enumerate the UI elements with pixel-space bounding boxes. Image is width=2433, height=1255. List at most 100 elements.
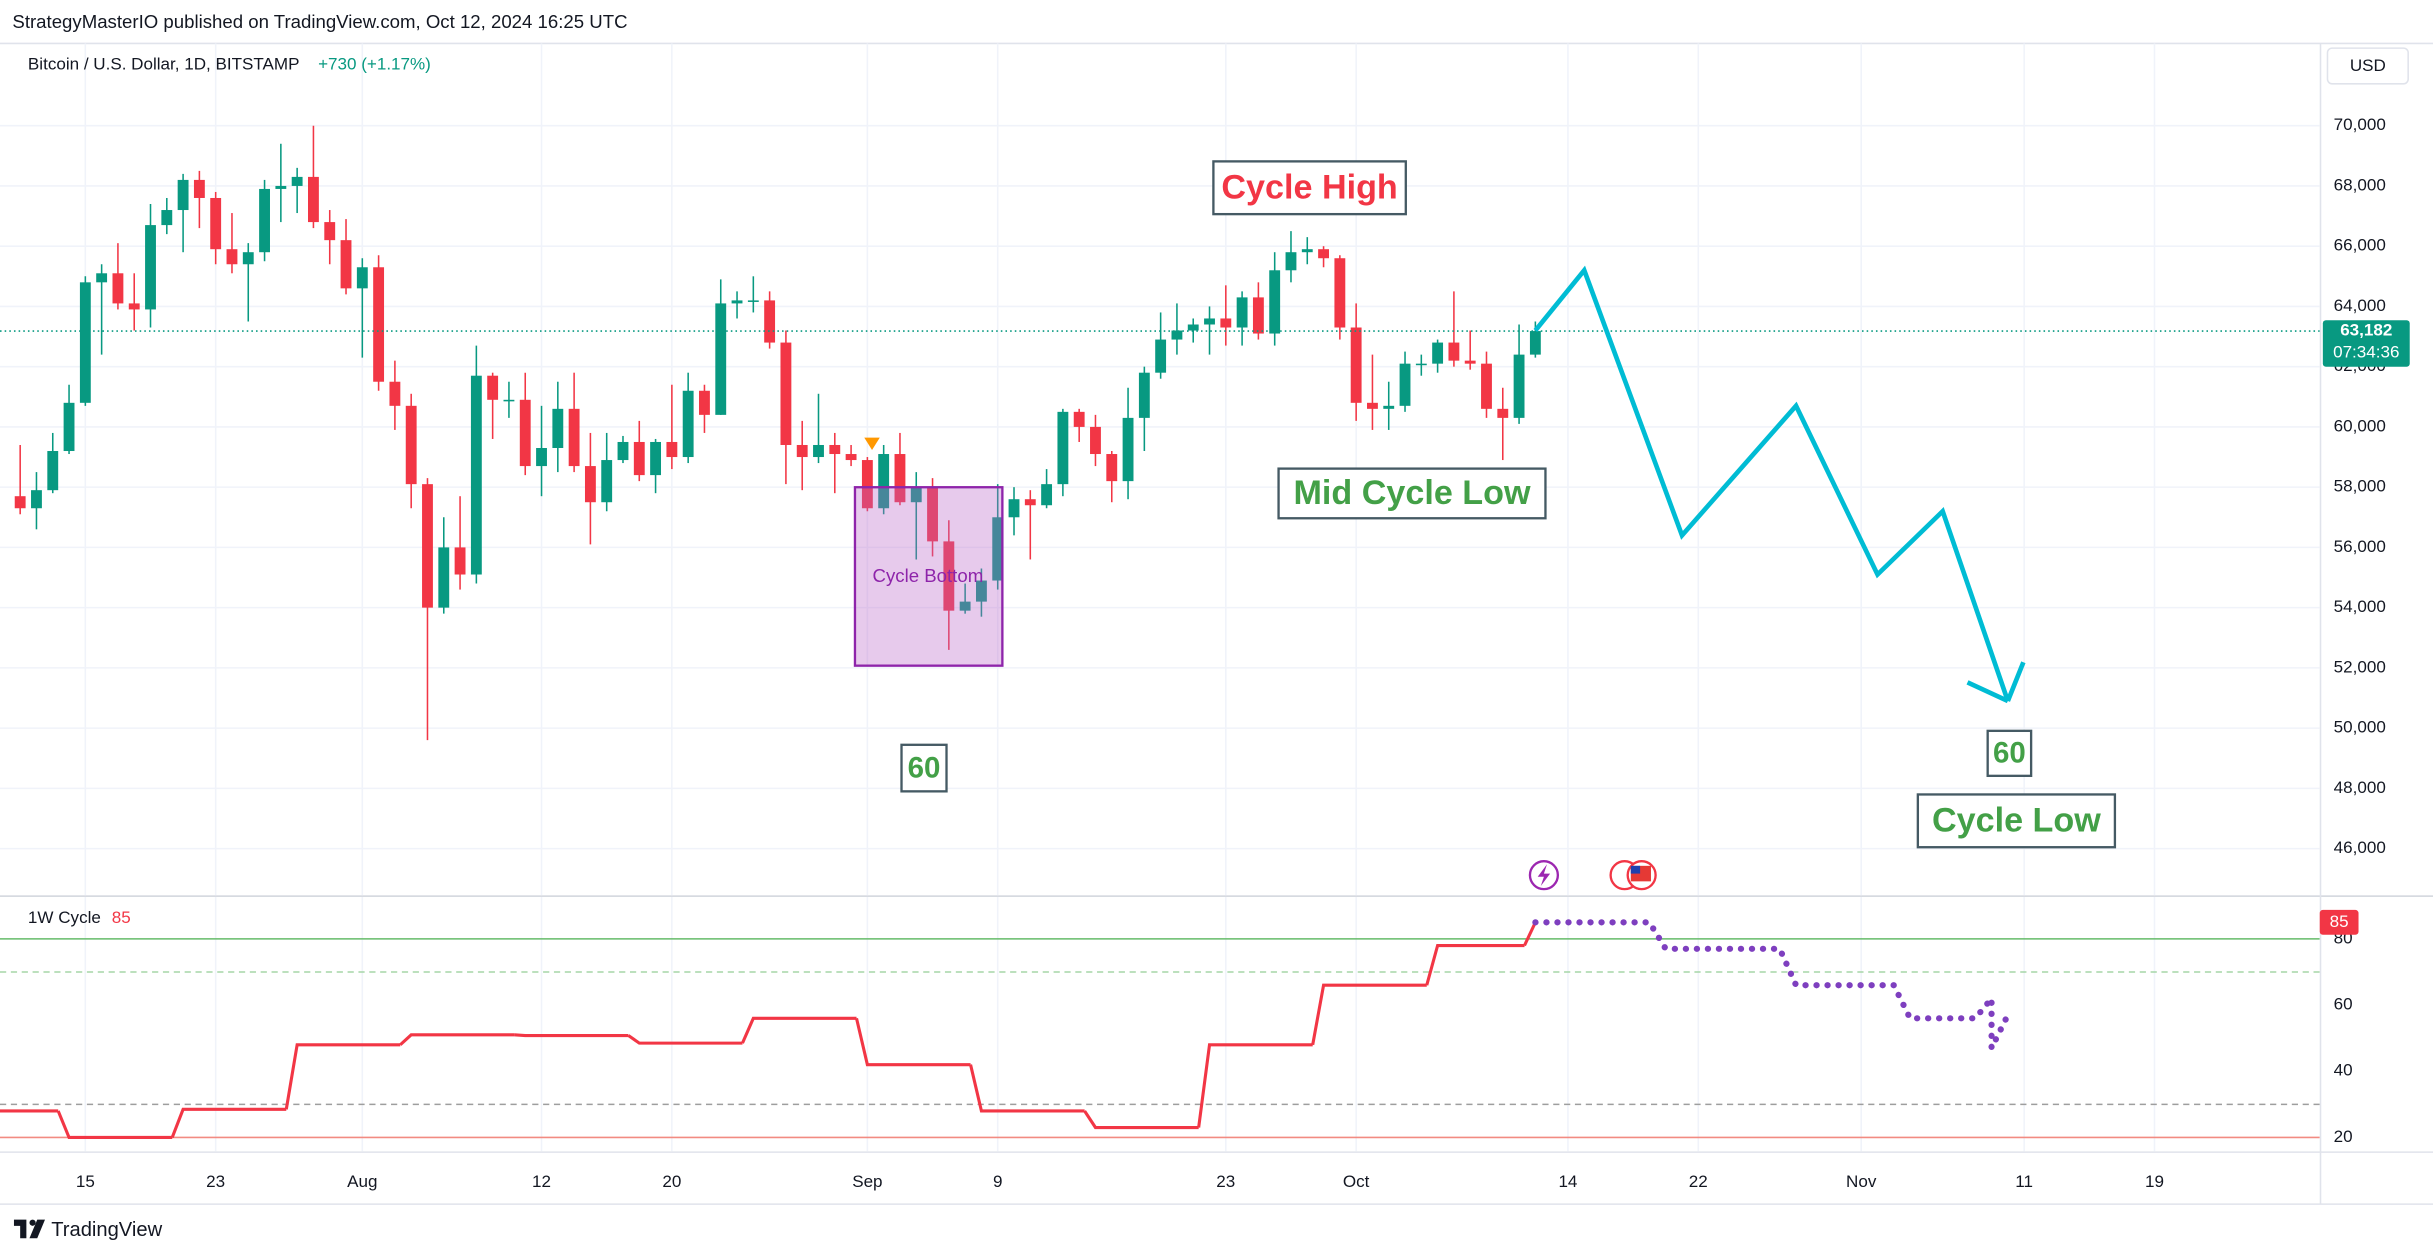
candle-body — [1318, 249, 1329, 259]
candle-body — [1106, 454, 1118, 482]
candle-body — [552, 408, 564, 448]
candle-body — [14, 496, 26, 509]
candle-body — [878, 454, 890, 509]
y-tick-label: 58,000 — [2334, 477, 2386, 496]
event-icon-glyph — [1537, 864, 1551, 887]
candle-body — [308, 176, 319, 223]
y-tick-label: 50,000 — [2334, 718, 2386, 737]
annotation-box — [900, 743, 948, 793]
candle-body — [601, 460, 613, 503]
footer-brand: TradingView — [51, 1219, 162, 1241]
candle-body — [128, 303, 140, 310]
candle-body — [487, 375, 499, 400]
candle-body — [31, 490, 42, 509]
candle-body — [145, 225, 156, 310]
price-pane — [0, 43, 2320, 896]
candle-body — [861, 460, 873, 509]
candle-body — [1024, 499, 1036, 506]
candle-body — [1204, 318, 1215, 325]
annotation-box — [1277, 467, 1547, 520]
x-tick-label: Nov — [1846, 1172, 1877, 1191]
y-tick-label: 56,000 — [2334, 537, 2386, 556]
x-tick-label: 11 — [2015, 1172, 2033, 1191]
candle-body — [1155, 339, 1167, 373]
annotation-count: 60 — [908, 751, 941, 784]
candle-body — [975, 580, 987, 602]
annotation-mid-cycle-low: Mid Cycle Low — [1294, 474, 1531, 512]
candle-body — [1432, 342, 1444, 364]
forecast-arrowhead — [1966, 661, 2026, 704]
x-tick-label: Oct — [1343, 1172, 1370, 1191]
indicator-name: 1W Cycle — [28, 908, 101, 927]
candle-body — [259, 188, 270, 253]
candle-body — [291, 176, 303, 186]
candle-body — [1008, 499, 1020, 518]
candle-body — [96, 273, 108, 283]
currency-button[interactable] — [2326, 47, 2409, 85]
candle-body — [1448, 342, 1460, 361]
candle-body — [699, 390, 710, 415]
candle-body — [438, 547, 450, 608]
x-tick-label: 12 — [532, 1172, 551, 1191]
candle-body — [731, 300, 743, 304]
candle-body — [1285, 252, 1297, 271]
candle-body — [1497, 408, 1509, 418]
candle-body — [1383, 405, 1395, 409]
candle-body — [356, 267, 368, 289]
cycle-step — [514, 1033, 629, 1038]
candle-body — [992, 517, 1004, 581]
candle-body — [1090, 426, 1101, 455]
candle-body — [1138, 372, 1150, 418]
cycle-step — [170, 1107, 287, 1139]
cycle-step — [1425, 943, 1525, 986]
annotation-cycle-high: Cycle High — [1221, 168, 1397, 206]
symbol-title: Bitcoin / U.S. Dollar, 1D, BITSTAMP — [28, 55, 300, 74]
x-tick-label: 15 — [76, 1172, 95, 1191]
candle-body — [959, 601, 971, 611]
x-tick-label: 19 — [2145, 1172, 2164, 1191]
candle-body — [1350, 327, 1362, 403]
x-tick-label: 20 — [662, 1172, 681, 1191]
candle-body — [568, 408, 580, 467]
candle-body — [910, 487, 922, 503]
candle-body — [1057, 411, 1069, 485]
candle-body — [177, 179, 189, 211]
y-tick-label: 70,000 — [2334, 115, 2386, 134]
candle-body — [1220, 318, 1232, 328]
currency-label[interactable]: USD — [2350, 56, 2386, 75]
candle-body — [1252, 297, 1264, 334]
cycle-step — [1311, 983, 1427, 1046]
candle-body — [161, 210, 173, 226]
candle-body — [79, 282, 91, 403]
x-tick-label: 23 — [206, 1172, 225, 1191]
annotation-cycle-low: Cycle Low — [1932, 801, 2101, 839]
y-tick-label: 60,000 — [2334, 416, 2386, 435]
candle-body — [813, 444, 824, 458]
candle-body — [226, 249, 238, 265]
y-tick-label: 46,000 — [2334, 838, 2386, 857]
logo-glyph — [29, 1219, 45, 1239]
logo-glyph — [13, 1219, 27, 1239]
candle-body — [780, 342, 792, 445]
candle-body — [617, 441, 629, 461]
candle-body — [1529, 331, 1541, 355]
y-tick-label: 66,000 — [2334, 236, 2386, 255]
logo-glyph — [29, 1219, 36, 1226]
x-tick-label: 22 — [1689, 1172, 1708, 1191]
annotation-box — [1986, 729, 2033, 778]
candle-body — [796, 444, 808, 458]
bar-countdown: 07:34:36 — [2333, 342, 2399, 361]
indicator-value-label: 85 — [2330, 912, 2349, 931]
candle-body — [324, 222, 336, 241]
candle-body — [943, 541, 955, 611]
x-tick-label: 23 — [1216, 1172, 1235, 1191]
y-tick-label: 54,000 — [2334, 597, 2386, 616]
candle-body — [242, 252, 254, 265]
candle-body — [715, 303, 727, 415]
candle-body — [1187, 324, 1199, 331]
y-tick-label: 64,000 — [2334, 296, 2386, 315]
candle-body — [764, 300, 776, 343]
candle-body — [747, 300, 759, 302]
candle-body — [422, 484, 433, 608]
